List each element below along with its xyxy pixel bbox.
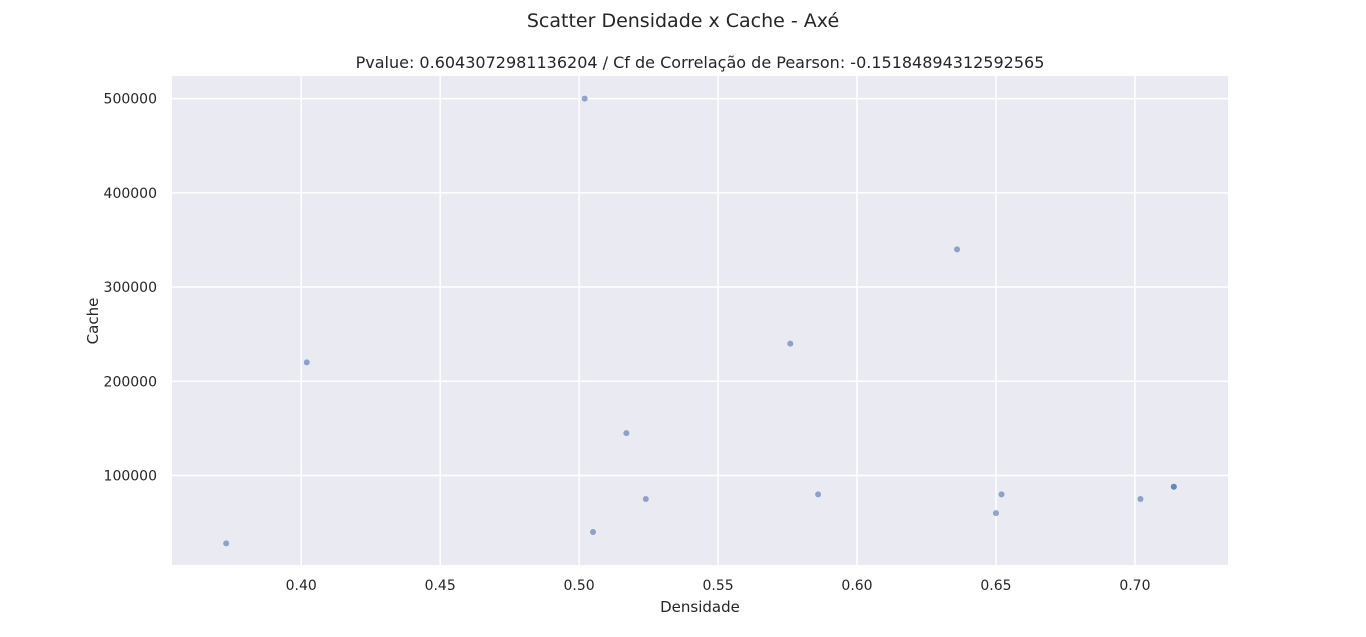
scatter-point xyxy=(954,246,961,253)
scatter-point xyxy=(303,359,310,366)
scatter-point xyxy=(223,540,230,547)
data-points xyxy=(223,95,1177,547)
x-axis-label: Densidade xyxy=(660,598,740,616)
y-axis-ticks: 100000 200000 300000 400000 500000 xyxy=(104,92,157,485)
scatter-point xyxy=(787,340,794,347)
scatter-point xyxy=(815,491,822,498)
chart-title: Pvalue: 0.6043072981136204 / Cf de Corre… xyxy=(356,53,1045,72)
x-tick-label: 0.60 xyxy=(841,578,872,594)
y-tick-label: 100000 xyxy=(104,468,157,484)
grid-lines xyxy=(172,76,1228,565)
chart-suptitle: Scatter Densidade x Cache - Axé xyxy=(527,10,839,32)
x-tick-label: 0.45 xyxy=(425,578,456,594)
y-tick-label: 200000 xyxy=(104,374,157,390)
y-tick-label: 400000 xyxy=(104,186,157,202)
scatter-point xyxy=(623,430,630,437)
plot-area xyxy=(172,76,1228,565)
x-tick-label: 0.65 xyxy=(980,578,1011,594)
y-tick-label: 300000 xyxy=(104,280,157,296)
scatter-point xyxy=(581,95,588,102)
x-tick-label: 0.40 xyxy=(286,578,317,594)
scatter-point xyxy=(642,496,649,503)
scatter-point xyxy=(1170,483,1177,490)
scatter-point xyxy=(1137,496,1144,503)
x-axis-ticks: 0.40 0.45 0.50 0.55 0.60 0.65 0.70 xyxy=(286,578,1151,594)
y-tick-label: 500000 xyxy=(104,92,157,108)
scatter-point xyxy=(992,510,999,517)
y-axis-label: Cache xyxy=(84,298,102,345)
scatter-point xyxy=(590,529,597,536)
x-tick-label: 0.55 xyxy=(702,578,733,594)
x-tick-label: 0.50 xyxy=(564,578,595,594)
x-tick-label: 0.70 xyxy=(1119,578,1150,594)
scatter-point xyxy=(998,491,1005,498)
